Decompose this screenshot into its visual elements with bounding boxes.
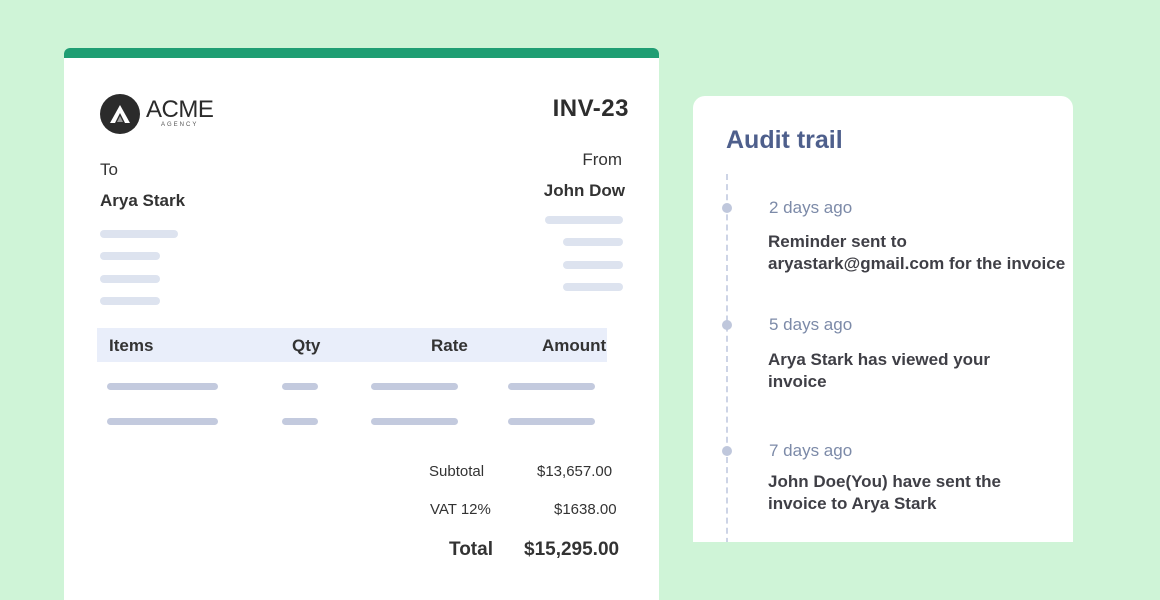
vat-value: $1638.00 [554, 501, 617, 518]
event-time: 5 days ago [769, 315, 853, 334]
subtotal-label: Subtotal [429, 463, 485, 480]
table-row-placeholder [107, 418, 218, 425]
from-name: John Dow [543, 181, 625, 200]
invoice-number: INV-23 [552, 95, 629, 122]
event-text: Arya Stark has viewed your invoice [768, 350, 991, 391]
from-address-placeholder [563, 283, 623, 291]
timeline-dot [722, 446, 732, 456]
timeline-line [726, 174, 728, 542]
to-address-placeholder [100, 230, 178, 238]
table-row-placeholder [508, 383, 595, 390]
subtotal-value: $13,657.00 [537, 463, 613, 480]
from-address-placeholder [563, 261, 623, 269]
invoice-card: ACME AGENCY INV-23 To Arya Stark From Jo… [64, 48, 659, 600]
header-amount: Amount [542, 336, 607, 355]
header-qty: Qty [292, 336, 321, 355]
from-address-placeholder [563, 238, 623, 246]
logo-subtitle: AGENCY [161, 122, 199, 128]
event-text: Reminder sent to aryastark@gmail.com for… [768, 232, 1066, 273]
vat-label: VAT 12% [430, 501, 491, 518]
table-row-placeholder [508, 418, 595, 425]
table-row-placeholder [371, 418, 458, 425]
event-time: 2 days ago [769, 198, 853, 217]
timeline-dot [722, 203, 732, 213]
audit-trail-panel: Audit trail 2 days ago Reminder sent to … [693, 96, 1073, 542]
audit-trail-title: Audit trail [726, 126, 843, 154]
to-name: Arya Stark [100, 191, 186, 210]
table-row-placeholder [282, 418, 318, 425]
to-address-placeholder [100, 252, 160, 260]
table-row-placeholder [282, 383, 318, 390]
items-table-header: Items Qty Rate Amount [97, 328, 607, 362]
table-row-placeholder [371, 383, 458, 390]
header-rate: Rate [431, 336, 468, 355]
timeline-dot [722, 320, 732, 330]
total-label: Total [449, 539, 493, 560]
total-value: $15,295.00 [524, 539, 620, 560]
from-address-placeholder [545, 216, 623, 224]
logo-name: ACME [146, 96, 214, 123]
header-items: Items [109, 336, 154, 355]
acme-logo-icon [100, 94, 140, 134]
to-address-placeholder [100, 275, 160, 283]
to-label: To [100, 160, 118, 179]
event-text: John Doe(You) have sent the invoice to A… [768, 472, 1001, 513]
from-label: From [582, 150, 622, 169]
to-address-placeholder [100, 297, 160, 305]
acme-logo: ACME AGENCY [100, 94, 214, 134]
invoice-accent-bar [64, 48, 659, 58]
table-row-placeholder [107, 383, 218, 390]
event-time: 7 days ago [769, 441, 853, 460]
